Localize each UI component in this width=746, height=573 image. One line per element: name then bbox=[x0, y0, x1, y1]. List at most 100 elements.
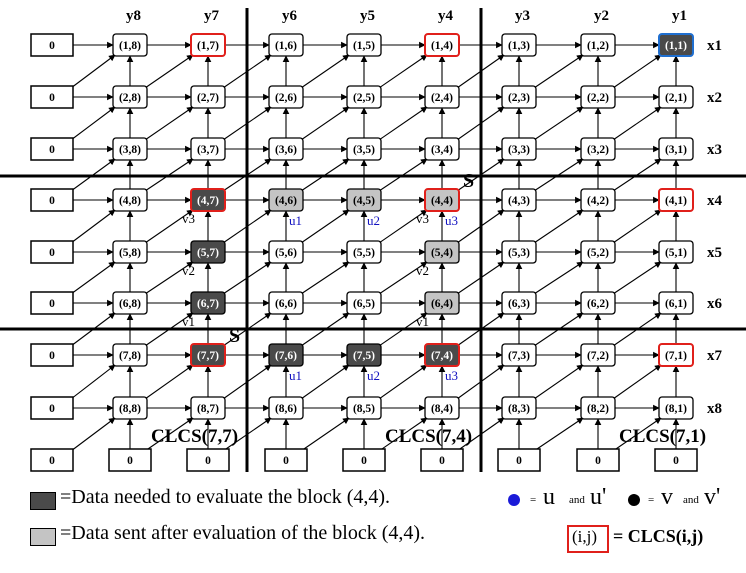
annotation-v1b: v1 bbox=[416, 314, 429, 329]
legend-u-prime: u' bbox=[590, 484, 607, 510]
legend-v-eq: = bbox=[648, 494, 655, 506]
arrow bbox=[300, 364, 350, 400]
annotation-u1b: u1 bbox=[289, 368, 302, 383]
arrow bbox=[378, 417, 428, 452]
svg-text:0: 0 bbox=[595, 455, 601, 467]
svg-text:(7,7): (7,7) bbox=[197, 350, 219, 362]
annotation-u1a: u1 bbox=[289, 213, 302, 228]
svg-text:(7,6): (7,6) bbox=[275, 350, 297, 362]
legend-clcs-box-label: (i,j) bbox=[572, 527, 598, 546]
zero-cell-bottom-3: 0 bbox=[497, 448, 541, 472]
legend-dark-text: =Data needed to evaluate the block (4,4)… bbox=[60, 486, 391, 508]
node-8-1: (8,1) bbox=[658, 396, 694, 420]
node-8-7: (8,7) bbox=[190, 396, 226, 420]
row-label-x1: x1 bbox=[707, 38, 722, 54]
node-4-1: (4,1) bbox=[658, 188, 694, 212]
svg-text:(6,2): (6,2) bbox=[587, 298, 609, 310]
svg-text:(8,1): (8,1) bbox=[665, 403, 687, 415]
arrow bbox=[300, 261, 350, 295]
zero-cell-row-6: 0 bbox=[30, 291, 74, 315]
svg-text:(8,5): (8,5) bbox=[353, 403, 375, 415]
svg-text:(6,4): (6,4) bbox=[431, 298, 453, 310]
legend-v-dot-icon bbox=[628, 494, 640, 506]
svg-text:(7,5): (7,5) bbox=[353, 350, 375, 362]
node-4-4: (4,4) bbox=[424, 188, 460, 212]
node-5-6: (5,6) bbox=[268, 240, 304, 264]
zero-cell-bottom-7: 0 bbox=[186, 448, 230, 472]
node-8-6: (8,6) bbox=[268, 396, 304, 420]
node-4-6: (4,6) bbox=[268, 188, 304, 212]
svg-text:(2,4): (2,4) bbox=[431, 92, 453, 104]
svg-text:(4,1): (4,1) bbox=[665, 195, 687, 207]
node-7-2: (7,2) bbox=[580, 343, 616, 367]
zero-cell-row-5: 0 bbox=[30, 240, 74, 264]
node-1-6: (1,6) bbox=[268, 33, 304, 57]
node-2-3: (2,3) bbox=[501, 85, 537, 109]
svg-text:(1,8): (1,8) bbox=[119, 40, 141, 52]
block-label-1: CLCS(7,7) bbox=[151, 426, 238, 447]
row-label-x4: x4 bbox=[707, 193, 723, 209]
node-2-7: (2,7) bbox=[190, 85, 226, 109]
annotation-v3a: v3 bbox=[182, 211, 195, 226]
arrow bbox=[612, 261, 662, 295]
svg-text:(3,2): (3,2) bbox=[587, 144, 609, 156]
svg-text:(1,6): (1,6) bbox=[275, 40, 297, 52]
node-4-2: (4,2) bbox=[580, 188, 616, 212]
node-6-4: (6,4) bbox=[424, 291, 460, 315]
node-4-7: (4,7) bbox=[190, 188, 226, 212]
node-1-4: (1,4) bbox=[424, 33, 460, 57]
node-5-8: (5,8) bbox=[112, 240, 148, 264]
node-7-4: (7,4) bbox=[424, 343, 460, 367]
col-label-y3: y3 bbox=[515, 8, 530, 24]
node-8-4: (8,4) bbox=[424, 396, 460, 420]
svg-text:(7,8): (7,8) bbox=[119, 350, 141, 362]
zero-cell-bottom-8: 0 bbox=[108, 448, 152, 472]
svg-text:0: 0 bbox=[49, 403, 55, 415]
col-label-y8: y8 bbox=[126, 8, 141, 24]
zero-cell-bottom-1: 0 bbox=[654, 448, 698, 472]
zero-cell-bottom-2: 0 bbox=[576, 448, 620, 472]
annotation-v2b: v2 bbox=[416, 263, 429, 278]
svg-text:(2,6): (2,6) bbox=[275, 92, 297, 104]
svg-text:(4,4): (4,4) bbox=[431, 195, 453, 207]
svg-text:(5,8): (5,8) bbox=[119, 247, 141, 259]
arrow bbox=[378, 364, 428, 400]
svg-text:(6,3): (6,3) bbox=[508, 298, 530, 310]
node-1-2: (1,2) bbox=[580, 33, 616, 57]
annotations: v3 v2 v1 u1 u2 u3 v3 v2 v1 u1 u2 u3 S S CLCS(7,7) CLCS(… bbox=[151, 170, 706, 447]
node-3-7: (3,7) bbox=[190, 137, 226, 161]
legend-u-letter: u bbox=[543, 484, 555, 510]
svg-text:(4,8): (4,8) bbox=[119, 195, 141, 207]
legend-dark-swatch bbox=[30, 492, 56, 510]
node-7-1: (7,1) bbox=[658, 343, 694, 367]
svg-text:(3,1): (3,1) bbox=[665, 144, 687, 156]
node-5-2: (5,2) bbox=[580, 240, 616, 264]
annotation-s1: S bbox=[463, 170, 474, 192]
arrow bbox=[300, 54, 350, 89]
arrow bbox=[144, 261, 194, 295]
node-3-6: (3,6) bbox=[268, 137, 304, 161]
arrow bbox=[378, 261, 428, 295]
arrow bbox=[70, 364, 116, 400]
svg-text:(8,3): (8,3) bbox=[508, 403, 530, 415]
svg-text:(1,4): (1,4) bbox=[431, 40, 453, 52]
legend-and-1: and bbox=[569, 494, 585, 506]
legend-u-eq: = bbox=[530, 494, 537, 506]
zero-cell-row-4: 0 bbox=[30, 188, 74, 212]
row-label-x6: x6 bbox=[707, 296, 723, 312]
legend-u-dot-icon bbox=[508, 494, 520, 506]
node-2-4: (2,4) bbox=[424, 85, 460, 109]
node-5-4: (5,4) bbox=[424, 240, 460, 264]
node-5-5: (5,5) bbox=[346, 240, 382, 264]
node-8-5: (8,5) bbox=[346, 396, 382, 420]
svg-text:(1,7): (1,7) bbox=[197, 40, 219, 52]
col-label-y5: y5 bbox=[360, 8, 375, 24]
arrow bbox=[378, 54, 428, 89]
svg-text:(8,7): (8,7) bbox=[197, 403, 219, 415]
arrow bbox=[70, 417, 116, 452]
arrow bbox=[612, 209, 662, 244]
arrow bbox=[300, 417, 350, 452]
row-label-x5: x5 bbox=[707, 245, 722, 261]
svg-text:(2,8): (2,8) bbox=[119, 92, 141, 104]
